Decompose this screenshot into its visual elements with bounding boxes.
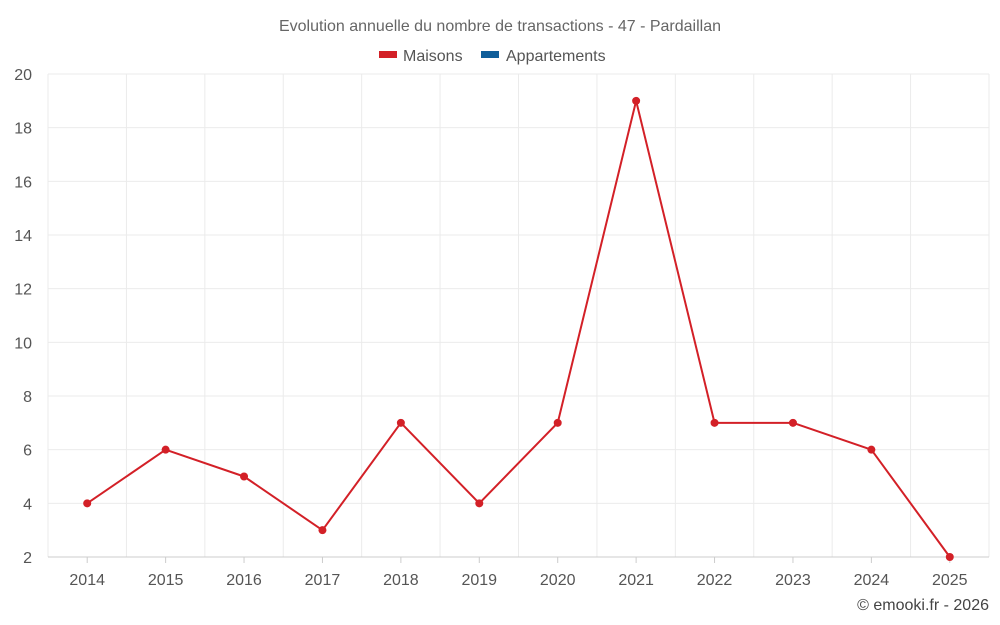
data-point[interactable] bbox=[396, 418, 405, 427]
data-point[interactable] bbox=[161, 445, 170, 454]
x-tick-label: 2025 bbox=[932, 572, 968, 589]
legend-swatch-maisons bbox=[379, 51, 397, 58]
y-tick-label: 6 bbox=[23, 443, 32, 460]
data-point[interactable] bbox=[475, 499, 484, 508]
x-tick-label: 2023 bbox=[775, 572, 811, 589]
data-point[interactable] bbox=[240, 472, 249, 481]
y-tick-label: 14 bbox=[14, 228, 32, 245]
x-tick-label: 2015 bbox=[148, 572, 184, 589]
data-point[interactable] bbox=[83, 499, 92, 508]
gridlines bbox=[47, 73, 990, 558]
y-tick-label: 10 bbox=[14, 335, 32, 352]
credit-text: © emooki.fr - 2026 bbox=[857, 597, 989, 614]
x-tick-label: 2024 bbox=[854, 572, 890, 589]
legend-item-appartements[interactable]: Appartements bbox=[481, 48, 606, 65]
series-line bbox=[86, 99, 951, 558]
legend-swatch-appartements bbox=[481, 51, 499, 58]
data-point[interactable] bbox=[632, 96, 641, 105]
x-tick-label: 2016 bbox=[226, 572, 262, 589]
legend-label-maisons: Maisons bbox=[403, 48, 463, 65]
data-point[interactable] bbox=[945, 553, 954, 561]
y-tick-label: 2 bbox=[23, 550, 32, 567]
y-tick-label: 8 bbox=[23, 389, 32, 406]
x-tick-label: 2022 bbox=[697, 572, 733, 589]
x-tick-label: 2018 bbox=[383, 572, 419, 589]
x-tick-label: 2014 bbox=[69, 572, 105, 589]
y-tick-label: 4 bbox=[23, 496, 32, 513]
x-tick-label: 2020 bbox=[540, 572, 576, 589]
data-point[interactable] bbox=[710, 418, 719, 427]
y-tick-label: 12 bbox=[14, 282, 32, 299]
y-tick-label: 16 bbox=[14, 174, 32, 191]
x-tick-label: 2017 bbox=[305, 572, 341, 589]
series-maisons bbox=[83, 96, 954, 561]
legend-label-appartements: Appartements bbox=[506, 48, 606, 65]
axes: 2 4 6 8 10 12 14 16 18 20 2014 2015 2016 2017 2018 2019… bbox=[14, 67, 989, 589]
data-point[interactable] bbox=[788, 418, 797, 427]
x-tick-label: 2021 bbox=[618, 572, 654, 589]
legend[interactable]: Maisons Appartements bbox=[379, 48, 606, 65]
x-tick-label: 2019 bbox=[461, 572, 497, 589]
data-point[interactable] bbox=[867, 445, 876, 454]
chart-title: Evolution annuelle du nombre de transact… bbox=[279, 18, 721, 35]
y-tick-label: 20 bbox=[14, 67, 32, 84]
y-tick-label: 18 bbox=[14, 121, 32, 138]
legend-item-maisons[interactable]: Maisons bbox=[379, 48, 463, 65]
data-point[interactable] bbox=[318, 526, 327, 535]
data-point[interactable] bbox=[553, 418, 562, 427]
